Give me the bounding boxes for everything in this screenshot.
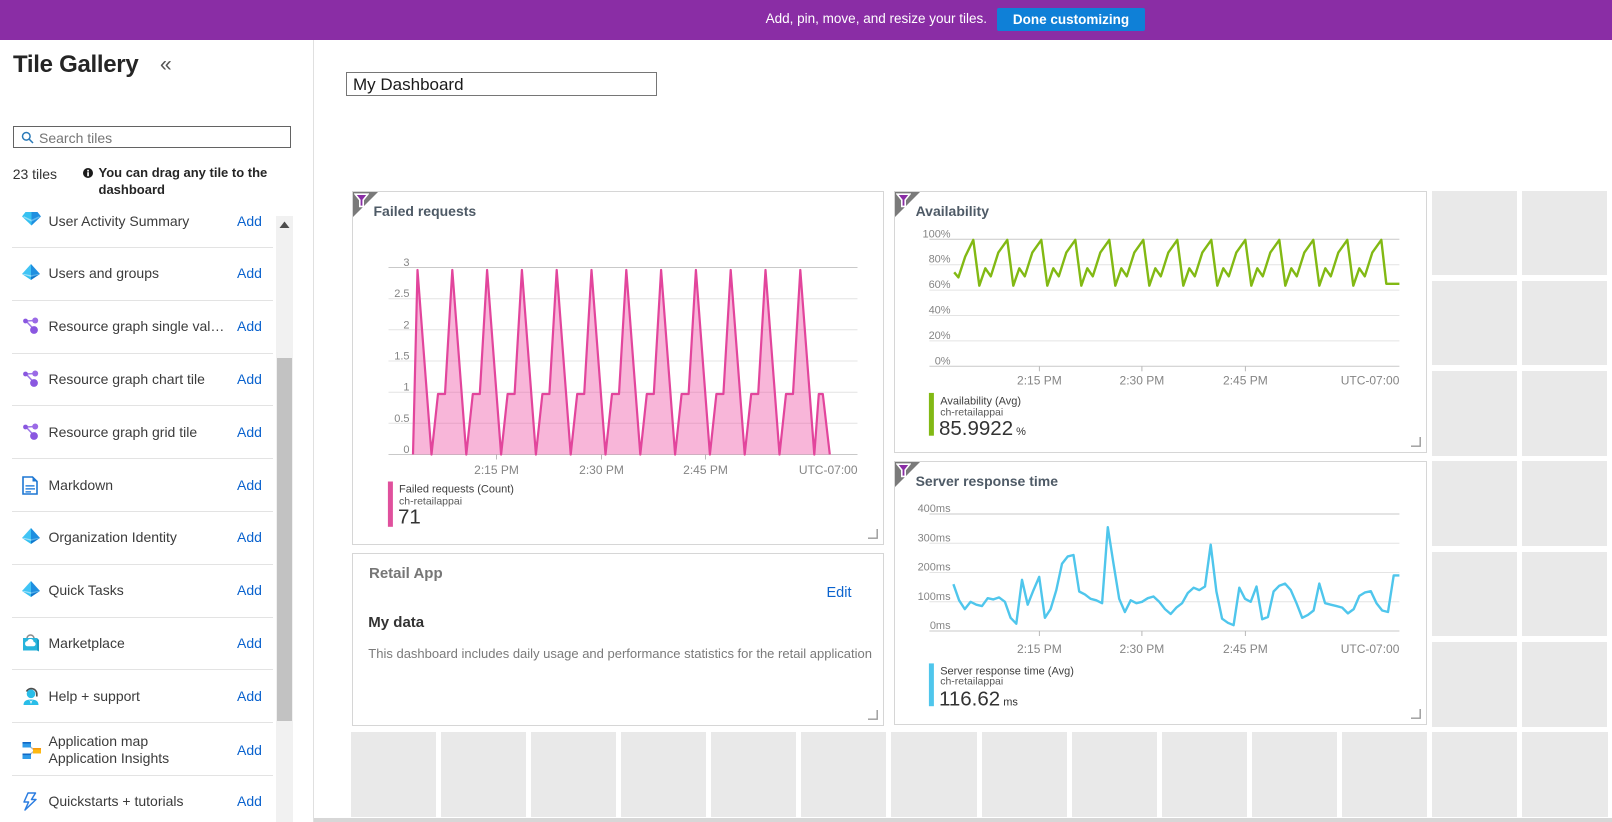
svg-text:Server response time (Avg): Server response time (Avg) — [940, 665, 1074, 677]
svg-text:2.5: 2.5 — [394, 288, 409, 300]
svg-text:80%: 80% — [928, 253, 950, 265]
svg-text:0ms: 0ms — [929, 620, 950, 632]
svg-text:2:15 PM: 2:15 PM — [474, 463, 519, 477]
svg-text:ch-retailappai: ch-retailappai — [399, 495, 462, 507]
svg-text:2:30 PM: 2:30 PM — [579, 463, 624, 477]
svg-text:20%: 20% — [928, 329, 950, 341]
svg-text:ch-retailappai: ch-retailappai — [940, 675, 1003, 687]
svg-text:1: 1 — [403, 381, 409, 393]
svg-text:0: 0 — [403, 444, 409, 456]
svg-text:2:30 PM: 2:30 PM — [1119, 373, 1164, 387]
svg-text:0%: 0% — [934, 355, 950, 367]
svg-text:300ms: 300ms — [917, 532, 951, 544]
svg-text:3: 3 — [403, 257, 409, 269]
svg-text:UTC-07:00: UTC-07:00 — [798, 463, 857, 477]
svg-text:40%: 40% — [928, 304, 950, 316]
svg-text:400ms: 400ms — [917, 503, 951, 515]
svg-text:2:45 PM: 2:45 PM — [683, 463, 728, 477]
svg-text:2:15 PM: 2:15 PM — [1017, 373, 1062, 387]
svg-text:2:30 PM: 2:30 PM — [1119, 642, 1164, 656]
svg-text:71: 71 — [398, 505, 421, 528]
svg-text:2:15 PM: 2:15 PM — [1017, 642, 1062, 656]
svg-text:100%: 100% — [922, 228, 950, 240]
svg-text:200ms: 200ms — [917, 561, 951, 573]
svg-text:UTC-07:00: UTC-07:00 — [1340, 642, 1399, 656]
svg-text:2:45 PM: 2:45 PM — [1223, 373, 1268, 387]
svg-text:85.9922%: 85.9922% — [939, 417, 1026, 440]
svg-text:ch-retailappai: ch-retailappai — [940, 406, 1003, 418]
svg-text:2: 2 — [403, 319, 409, 331]
svg-text:Failed requests (Count): Failed requests (Count) — [399, 483, 514, 495]
svg-text:Availability (Avg): Availability (Avg) — [940, 395, 1021, 407]
svg-text:60%: 60% — [928, 279, 950, 291]
svg-text:0.5: 0.5 — [394, 412, 409, 424]
svg-text:UTC-07:00: UTC-07:00 — [1340, 373, 1399, 387]
svg-text:2:45 PM: 2:45 PM — [1223, 642, 1268, 656]
svg-text:100ms: 100ms — [917, 590, 951, 602]
svg-text:1.5: 1.5 — [394, 350, 409, 362]
